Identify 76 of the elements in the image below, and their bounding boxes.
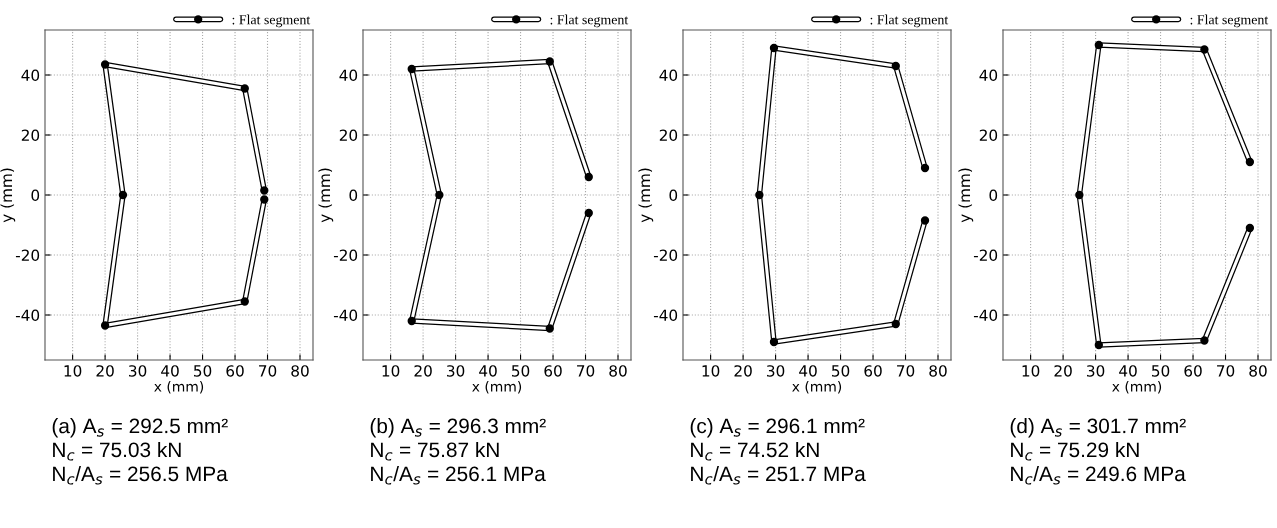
x-axis-title: x (mm)	[154, 381, 204, 394]
legend-label: : Flat segment	[1190, 14, 1269, 28]
y-tick-label: 40	[21, 69, 40, 82]
x-tick-label: 20	[734, 365, 752, 377]
x-tick-label: 20	[1054, 365, 1072, 377]
y-axis-title: y (mm)	[958, 168, 974, 223]
x-tick-label: 50	[512, 365, 530, 377]
x-tick-label: 40	[479, 365, 497, 377]
x-tick-label: 50	[832, 365, 850, 377]
x-tick-label: 20	[96, 365, 114, 377]
y-tick-label: -40	[653, 309, 678, 322]
x-tick-label: 50	[1152, 365, 1170, 377]
text: (a) A$_{s}$ = 292.5 mm²	[52, 418, 228, 438]
text: N$_{c}$/A$_{s}$ = 249.6 MPa	[1011, 465, 1186, 485]
text: (d) A$_{s}$ = 301.7 mm²	[1010, 418, 1186, 438]
x-tick-label: 10	[64, 365, 82, 377]
text: N$_{c}$/A$_{s}$ = 251.7 MPa	[691, 465, 866, 485]
text: N$_{c}$ = 75.03 kN	[53, 441, 181, 461]
x-tick-label: 40	[1119, 365, 1137, 377]
text: N$_{c}$/A$_{s}$ = 256.5 MPa	[53, 465, 228, 485]
y-axis-title: y (mm)	[638, 168, 654, 223]
x-tick-label: 70	[259, 365, 277, 377]
x-tick-label: 80	[1249, 365, 1267, 377]
x-tick-label: 80	[291, 365, 309, 377]
legend-label: : Flat segment	[870, 14, 949, 28]
x-tick-label: 60	[226, 365, 244, 377]
x-tick-label: 20	[414, 365, 432, 377]
x-tick-label: 30	[447, 365, 465, 377]
x-tick-label: 30	[129, 365, 147, 377]
y-axis-title: y (mm)	[0, 168, 16, 223]
x-tick-label: 60	[864, 365, 882, 377]
legend-label: : Flat segment	[232, 14, 311, 28]
y-tick-label: -40	[333, 309, 358, 322]
x-tick-label: 70	[577, 365, 595, 377]
y-tick-label: 40	[979, 69, 998, 82]
x-axis-title: x (mm)	[472, 381, 522, 394]
legend-label: : Flat segment	[550, 14, 629, 28]
y-tick-label: -20	[333, 249, 358, 262]
y-tick-label: -40	[973, 309, 998, 322]
x-tick-label: 50	[194, 365, 212, 377]
y-tick-label: 20	[339, 129, 358, 142]
y-tick-label: 40	[659, 69, 678, 82]
x-tick-label: 80	[929, 365, 947, 377]
text: (c) A$_{s}$ = 296.1 mm²	[690, 418, 865, 438]
text: N$_{c}$ = 75.29 kN	[1011, 441, 1139, 461]
x-tick-label: 10	[382, 365, 400, 377]
x-tick-label: 10	[702, 365, 720, 377]
y-tick-label: 0	[669, 189, 678, 202]
y-tick-label: 20	[979, 129, 998, 142]
x-tick-label: 40	[799, 365, 817, 377]
x-tick-label: 70	[1217, 365, 1235, 377]
y-axis-title: y (mm)	[318, 168, 334, 223]
y-tick-label: -20	[653, 249, 678, 262]
x-tick-label: 60	[544, 365, 562, 377]
y-tick-label: -20	[15, 249, 40, 262]
y-tick-label: -20	[973, 249, 998, 262]
x-tick-label: 80	[609, 365, 627, 377]
x-axis-title: x (mm)	[792, 381, 842, 394]
x-tick-label: 60	[1184, 365, 1202, 377]
x-axis-title: x (mm)	[1112, 381, 1162, 394]
text: N$_{c}$ = 74.52 kN	[691, 441, 819, 461]
x-tick-label: 30	[767, 365, 785, 377]
x-tick-label: 70	[897, 365, 915, 377]
y-tick-label: -40	[15, 309, 40, 322]
y-tick-label: 20	[659, 129, 678, 142]
text: (b) A$_{s}$ = 296.3 mm²	[370, 418, 546, 438]
text: N$_{c}$/A$_{s}$ = 256.1 MPa	[371, 465, 546, 485]
y-tick-label: 0	[349, 189, 358, 202]
x-tick-label: 40	[161, 365, 179, 377]
x-tick-label: 30	[1087, 365, 1105, 377]
x-tick-label: 10	[1022, 365, 1040, 377]
y-tick-label: 40	[339, 69, 358, 82]
y-tick-label: 0	[989, 189, 998, 202]
y-tick-label: 0	[31, 189, 40, 202]
y-tick-label: 20	[21, 129, 40, 142]
text: N$_{c}$ = 75.87 kN	[371, 441, 499, 461]
